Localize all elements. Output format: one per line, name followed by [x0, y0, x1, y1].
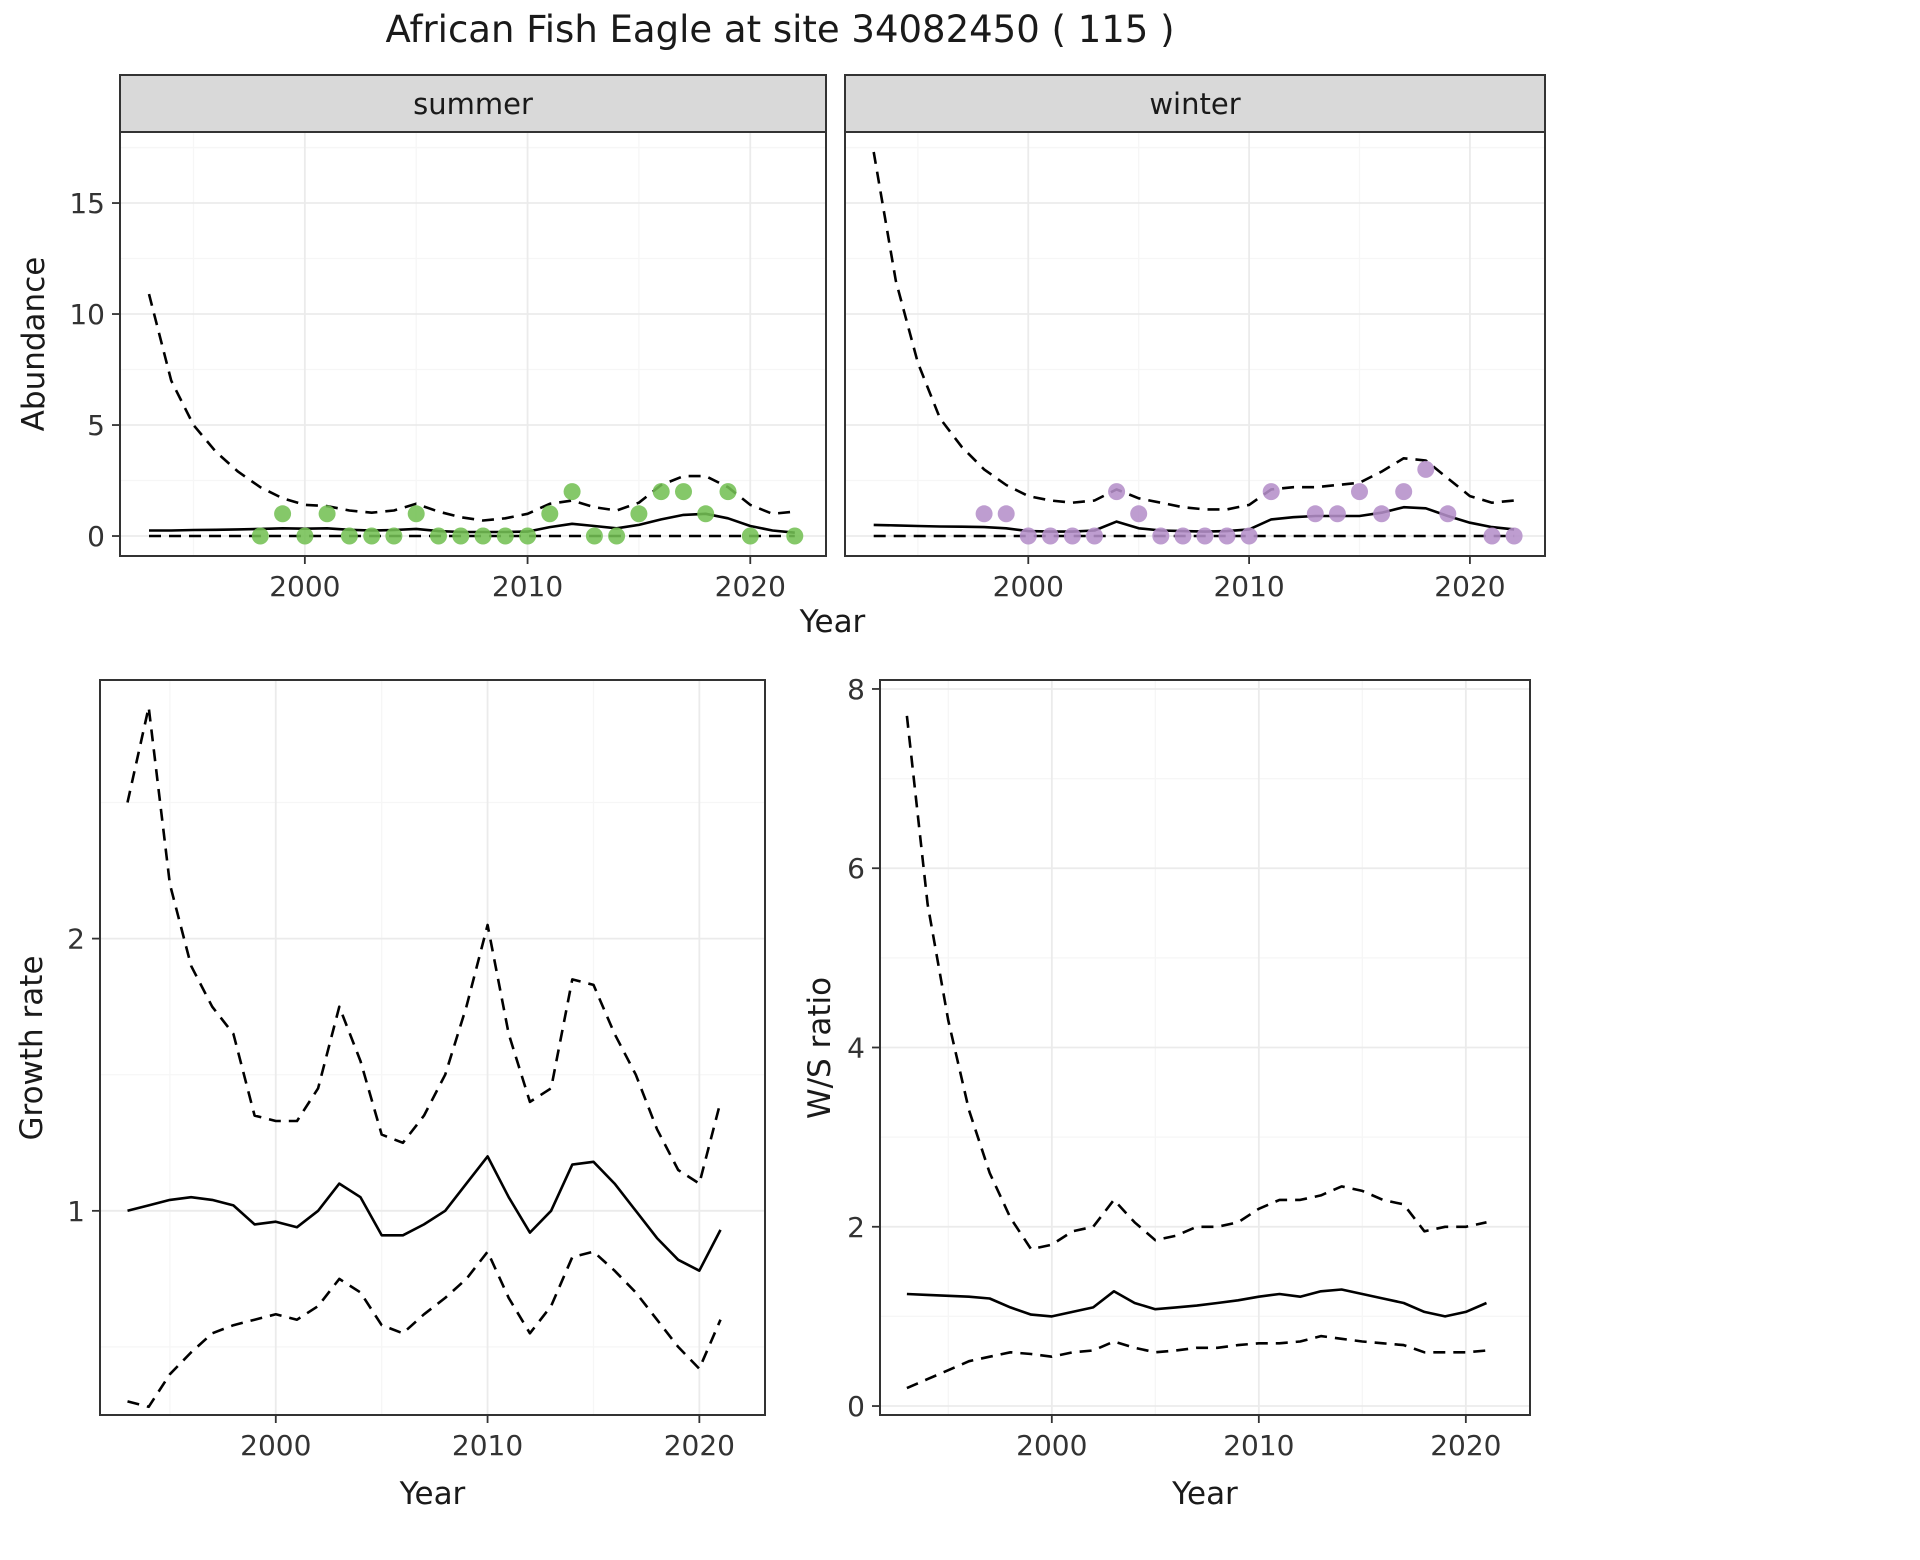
- summer-observation-point: [430, 527, 447, 545]
- ws-ratio-y-tick-label: 2: [847, 1211, 865, 1244]
- ws-ratio-y-tick-label: 6: [847, 852, 865, 885]
- summer-x-tick-label: 2020: [715, 570, 786, 603]
- winter-observation-point: [1174, 527, 1192, 545]
- summer-observation-point: [786, 527, 804, 545]
- growth-rate-x-tick-label: 2020: [664, 1429, 735, 1462]
- abundance-y-axis-label: Abundance: [16, 256, 52, 432]
- growth-rate-x-axis-label: Year: [399, 1476, 466, 1512]
- growth-rate-x-tick-label: 2010: [452, 1429, 523, 1462]
- winter-upper-ci-line: [872, 151, 1515, 511]
- ws-ratio-mean-line: [906, 1288, 1488, 1318]
- summer-observation-point: [519, 527, 537, 545]
- summer-observation-point: [675, 483, 692, 501]
- summer-observation-point: [363, 527, 381, 545]
- winter-observation-point: [1041, 527, 1059, 545]
- facet-label-summer: summer: [413, 86, 533, 121]
- winter-panel: 2000 2010 2020: [844, 131, 1546, 603]
- winter-x-tick-label: 2010: [1213, 570, 1284, 603]
- facet-strip-winter: [844, 74, 1546, 133]
- winter-observation-point: [1130, 505, 1148, 523]
- growth-rate-mean-line: [127, 1155, 722, 1272]
- winter-observation-point: [1306, 505, 1324, 523]
- winter-observation-point: [1483, 527, 1501, 545]
- winter-observation-point: [1373, 505, 1391, 523]
- summer-observation-point: [719, 483, 737, 501]
- summer-observation-point: [340, 527, 358, 545]
- winter-observation-point: [975, 505, 993, 523]
- winter-observation-point: [1439, 505, 1457, 523]
- summer-y-tick-label: 5: [87, 409, 105, 442]
- ws-ratio-panel: 2000 2010 2020 0 2 4 6 8: [847, 673, 1531, 1462]
- winter-x-tick-label: 2020: [1434, 570, 1505, 603]
- winter-observation-point: [1019, 527, 1037, 545]
- winter-observation-point: [1395, 483, 1413, 501]
- summer-observation-point: [385, 527, 403, 545]
- summer-observation-point: [563, 483, 581, 501]
- summer-observation-point: [697, 505, 715, 523]
- summer-observation-point: [407, 505, 425, 523]
- winter-observation-point: [997, 505, 1015, 523]
- summer-y-tick-label: 0: [87, 520, 105, 553]
- summer-observation-point: [608, 527, 626, 545]
- ws-ratio-x-tick-label: 2020: [1430, 1429, 1501, 1462]
- growth-rate-y-tick-label: 1: [67, 1195, 85, 1228]
- summer-panel: 2000 2010 2020 0 5 10 15: [69, 131, 827, 603]
- ws-ratio-x-tick-label: 2010: [1223, 1429, 1294, 1462]
- winter-observation-point: [1417, 460, 1435, 478]
- winter-observation-point: [1218, 527, 1236, 545]
- winter-observation-point: [1086, 527, 1103, 545]
- abundance-x-axis-label: Year: [799, 604, 866, 640]
- summer-observation-point: [474, 527, 492, 545]
- summer-observation-point: [630, 505, 648, 523]
- winter-x-tick-label: 2000: [993, 570, 1064, 603]
- summer-observation-point: [251, 527, 269, 545]
- growth-rate-upper-ci-line: [126, 705, 722, 1185]
- summer-observation-point: [585, 527, 603, 545]
- figure-title: African Fish Eagle at site 34082450 ( 11…: [385, 8, 1175, 51]
- winter-observation-point: [1505, 527, 1523, 545]
- summer-x-tick-label: 2000: [269, 570, 340, 603]
- facet-strip-summer: [119, 74, 827, 133]
- summer-observation-point: [452, 527, 470, 545]
- ws-ratio-y-tick-label: 4: [847, 1032, 865, 1065]
- winter-observation-point: [1196, 527, 1214, 545]
- summer-observation-point: [318, 505, 336, 523]
- winter-observation-point: [1108, 483, 1126, 501]
- ws-ratio-lower-ci-line: [906, 1334, 1487, 1390]
- winter-mean-line: [873, 505, 1515, 533]
- summer-observation-point: [652, 483, 670, 501]
- ws-ratio-x-axis-label: Year: [1172, 1476, 1238, 1512]
- summer-y-tick-label: 10: [69, 298, 105, 331]
- growth-rate-y-axis-label: Growth rate: [14, 955, 50, 1141]
- winter-observation-point: [1351, 483, 1368, 501]
- summer-x-tick-label: 2010: [492, 570, 563, 603]
- summer-observation-point: [496, 527, 514, 545]
- winter-observation-point: [1262, 483, 1280, 501]
- growth-rate-y-tick-label: 2: [67, 923, 85, 956]
- summer-observation-point: [296, 527, 314, 545]
- growth-rate-lower-ci-line: [127, 1250, 722, 1409]
- winter-observation-point: [1328, 505, 1346, 523]
- ws-ratio-y-tick-label: 0: [847, 1390, 865, 1423]
- facet-label-winter: winter: [1149, 86, 1241, 121]
- summer-observation-point: [741, 527, 759, 545]
- ws-ratio-y-tick-label: 8: [847, 673, 865, 706]
- summer-observation-point: [541, 505, 559, 523]
- ws-ratio-x-tick-label: 2000: [1016, 1429, 1087, 1462]
- growth-rate-x-tick-label: 2000: [240, 1429, 311, 1462]
- winter-observation-point: [1240, 527, 1258, 545]
- ws-ratio-y-axis-label: W/S ratio: [802, 976, 838, 1120]
- winter-observation-point: [1152, 527, 1170, 545]
- winter-observation-point: [1063, 527, 1081, 545]
- growth-rate-panel: 2000 2010 2020 1 2: [67, 679, 766, 1462]
- summer-upper-ci-line: [147, 293, 795, 522]
- summer-y-tick-label: 15: [69, 187, 105, 220]
- summer-observation-point: [274, 505, 292, 523]
